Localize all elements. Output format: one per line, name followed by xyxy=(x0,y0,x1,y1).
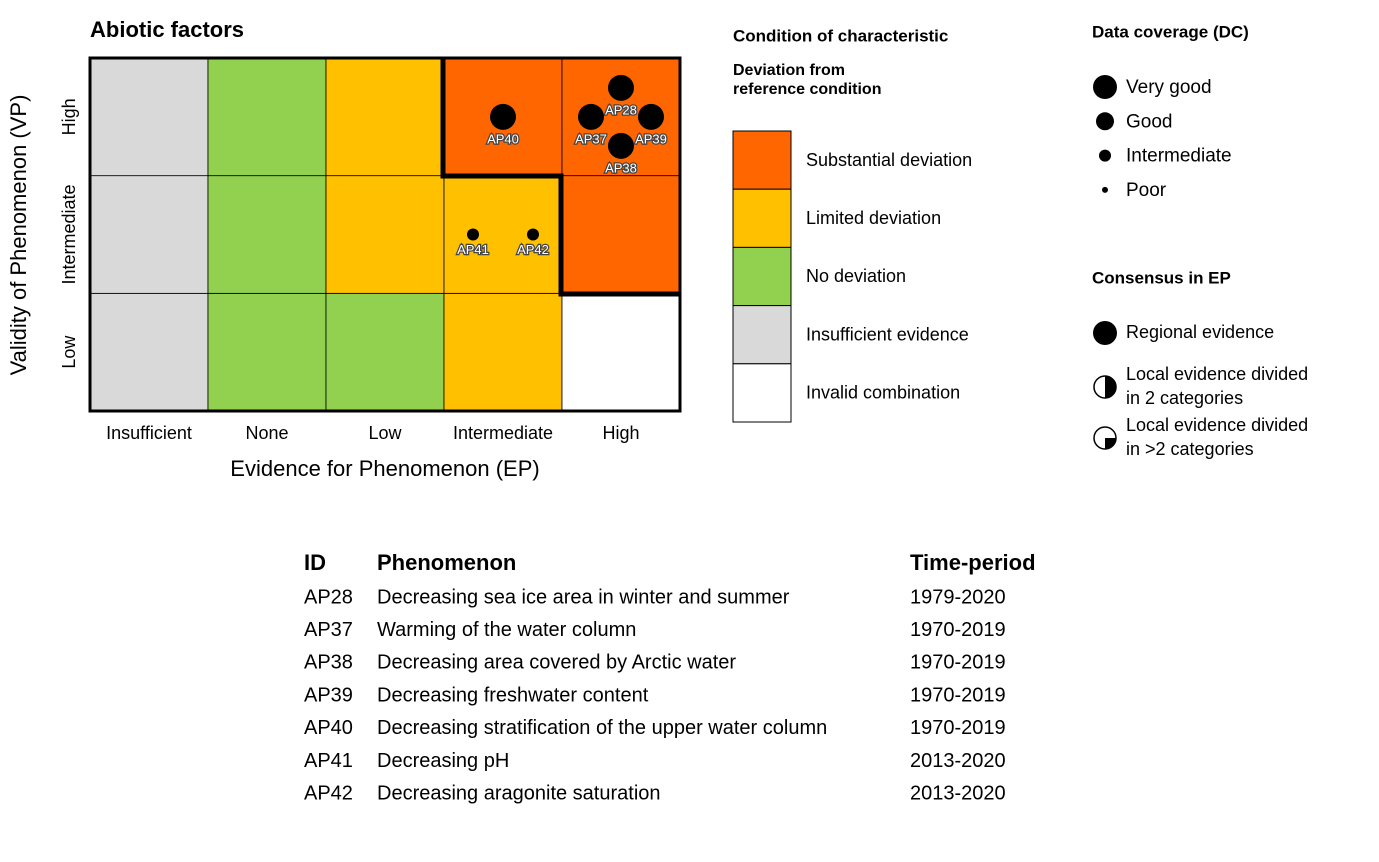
cell xyxy=(325,292,445,412)
table-cell: 2013-2020 xyxy=(910,750,1006,772)
legend-label: Invalid combination xyxy=(806,383,960,403)
table-cell: 1970-2019 xyxy=(910,717,1006,739)
legend-label: in 2 categories xyxy=(1126,388,1243,408)
legend-swatch xyxy=(732,188,792,248)
legend-subtitle: reference condition xyxy=(733,81,881,98)
legend-label: in >2 categories xyxy=(1126,439,1254,459)
cell xyxy=(443,292,563,412)
legend-label: Intermediate xyxy=(1126,146,1232,167)
cell xyxy=(325,175,445,294)
table-cell: 1970-2019 xyxy=(910,684,1006,706)
point xyxy=(527,228,539,241)
x-tick-label: Intermediate xyxy=(453,423,553,443)
grid-border xyxy=(88,56,682,413)
point xyxy=(490,103,516,130)
legend-marker xyxy=(1099,149,1111,162)
table-cell: Decreasing freshwater content xyxy=(377,684,649,706)
table-cell: AP42 xyxy=(304,782,353,804)
cell xyxy=(89,292,209,412)
point xyxy=(578,103,604,130)
point xyxy=(608,74,634,101)
legend-title: Consensus in EP xyxy=(1092,268,1231,287)
cell xyxy=(443,175,563,294)
threshold-line xyxy=(440,58,680,297)
point xyxy=(608,132,634,159)
table-cell: AP41 xyxy=(304,750,353,772)
point-label: AP28 xyxy=(605,102,637,117)
table-cell: 1970-2019 xyxy=(910,652,1006,674)
cell xyxy=(89,175,209,294)
legend-marker xyxy=(1102,186,1108,193)
table-cell: Decreasing stratification of the upper w… xyxy=(377,717,827,739)
table-cell: Warming of the water column xyxy=(377,619,636,641)
y-tick-label: High xyxy=(59,98,79,135)
cell xyxy=(207,57,327,177)
point-label: AP38 xyxy=(605,160,637,175)
legend-label: Regional evidence xyxy=(1126,322,1274,342)
point-label: AP42 xyxy=(517,242,549,257)
table-cell: AP40 xyxy=(304,717,353,739)
table-cell: AP28 xyxy=(304,586,353,608)
table-header: Time-period xyxy=(910,550,1036,575)
y-tick-label: Intermediate xyxy=(59,184,79,284)
table-cell: AP38 xyxy=(304,652,353,674)
cell xyxy=(207,292,327,412)
legend-title: Data coverage (DC) xyxy=(1092,22,1249,41)
consensus-icon xyxy=(1093,321,1117,345)
table-cell: Decreasing pH xyxy=(377,750,509,772)
y-axis-title: Validity of Phenomenon (VP) xyxy=(6,95,31,376)
legend-marker xyxy=(1096,112,1114,131)
point-label: AP40 xyxy=(487,131,519,146)
cell xyxy=(561,175,681,294)
legend-subtitle: Deviation from xyxy=(733,62,845,79)
table-cell: 1979-2020 xyxy=(910,586,1006,608)
cell xyxy=(89,57,209,177)
cell xyxy=(561,292,681,412)
cell xyxy=(325,57,445,177)
legend-label: No deviation xyxy=(806,266,906,286)
legend-swatch xyxy=(732,363,792,423)
legend-label: Insufficient evidence xyxy=(806,324,969,344)
point-label: AP37 xyxy=(575,131,607,146)
title: Abiotic factors xyxy=(90,17,244,42)
table-cell: AP39 xyxy=(304,684,353,706)
legend-swatch xyxy=(732,305,792,365)
legend-label: Poor xyxy=(1126,180,1167,201)
table-cell: Decreasing aragonite saturation xyxy=(377,782,661,804)
y-tick-label: Low xyxy=(59,335,79,369)
x-tick-label: High xyxy=(602,423,639,443)
table-cell: 1970-2019 xyxy=(910,619,1006,641)
table-cell: Decreasing sea ice area in winter and su… xyxy=(377,586,790,608)
table-header: ID xyxy=(304,550,326,575)
legend-swatch xyxy=(732,130,792,190)
x-tick-label: Low xyxy=(368,423,402,443)
point-label: AP39 xyxy=(635,131,667,146)
consensus-icon xyxy=(1105,376,1116,398)
point xyxy=(638,103,664,130)
consensus-icon xyxy=(1105,438,1116,449)
legend-marker xyxy=(1093,75,1117,99)
table-cell: 2013-2020 xyxy=(910,782,1006,804)
legend-label: Limited deviation xyxy=(806,208,941,228)
legend-swatch xyxy=(732,246,792,307)
cell xyxy=(207,175,327,294)
legend-label: Very good xyxy=(1126,77,1212,98)
x-axis-title: Evidence for Phenomenon (EP) xyxy=(230,456,539,481)
x-tick-label: None xyxy=(245,423,288,443)
table-cell: AP37 xyxy=(304,619,353,641)
point-label: AP41 xyxy=(457,242,489,257)
table-header: Phenomenon xyxy=(377,550,516,575)
x-tick-label: Insufficient xyxy=(106,423,192,443)
legend-label: Local evidence divided xyxy=(1126,415,1308,435)
legend-label: Substantial deviation xyxy=(806,150,972,170)
point xyxy=(467,228,479,241)
legend-label: Good xyxy=(1126,111,1172,132)
table-cell: Decreasing area covered by Arctic water xyxy=(377,652,736,674)
legend-label: Local evidence divided xyxy=(1126,364,1308,384)
legend-title: Condition of characteristic xyxy=(733,26,948,45)
